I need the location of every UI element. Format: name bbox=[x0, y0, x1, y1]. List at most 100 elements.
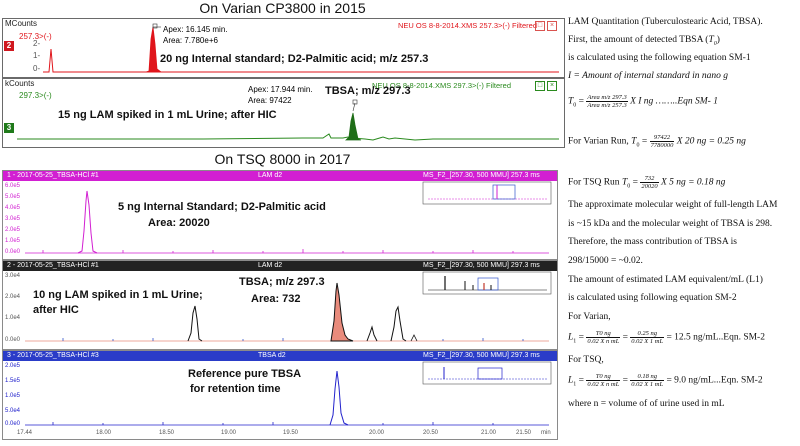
panel-header: 2 - 2017-05-25_TBSA-HCl #1 LAM d2 MS_F2_… bbox=[3, 261, 557, 271]
panel-header-right: MS_F2_[297.30, 500 MMU] 297.3 ms bbox=[423, 262, 540, 269]
apex-label: Apex: 16.145 min. bbox=[163, 25, 228, 34]
area-annotation: Area: 20020 bbox=[148, 217, 210, 229]
y-tick: 6.0e5 bbox=[5, 183, 21, 189]
y-tick: 5.0e5 bbox=[5, 194, 21, 200]
area-label: Area: 97422 bbox=[248, 96, 292, 105]
reference-annotation-line1: Reference pure TBSA bbox=[188, 368, 302, 380]
close-button[interactable]: × bbox=[547, 81, 557, 91]
equation-l1-tsq: L1 = T0 ng 0.02 X n mL = 0.18 ng 0.02 X 1 … bbox=[568, 373, 763, 388]
panel-header-mid: LAM d2 bbox=[258, 172, 283, 179]
text-line: where n = volume of of urine used in mL bbox=[568, 399, 725, 409]
equation-sm1: T0 = Area m/z 297.3 Area m/z 257.3 X I ng… bbox=[568, 94, 718, 109]
y-tick: 0- bbox=[33, 64, 41, 73]
varian-chromatogram-257: MCounts 2 2- 1- 0- 257.3>(-) NEU OS 8-8-… bbox=[2, 18, 565, 78]
panel-header-title: 3 - 2017-05-25_TBSA-HCl #3 bbox=[7, 352, 99, 359]
equation-l1-varian: L1 = T0 ng 0.02 X n mL = 0.25 ng 0.02 X 1 … bbox=[568, 330, 765, 345]
text-line: For TSQ, bbox=[568, 355, 604, 365]
text-heading: LAM Quantitation (Tuberculostearic Acid,… bbox=[568, 17, 763, 27]
fraction: 732 20020 bbox=[640, 175, 659, 190]
text-line: is ~15 kDa and the molecular weight of T… bbox=[568, 219, 773, 229]
chromatogram-trace bbox=[43, 23, 559, 73]
x-tick: 17.44 bbox=[17, 430, 33, 436]
x-tick: 21.50 bbox=[516, 430, 532, 436]
varian-unit-label: MCounts bbox=[5, 19, 38, 28]
channel-badge[interactable]: 3 bbox=[4, 123, 14, 133]
fraction: Area m/z 297.3 Area m/z 257.3 bbox=[586, 94, 628, 109]
panel-header-mid: TBSA d2 bbox=[258, 352, 286, 359]
chromatogram-trace bbox=[17, 99, 559, 141]
close-button[interactable]: × bbox=[547, 21, 557, 31]
tsq-chromatogram-tbsa-sample: 2 - 2017-05-25_TBSA-HCl #1 LAM d2 MS_F2_… bbox=[2, 260, 558, 350]
tsq-section-title: On TSQ 8000 in 2017 bbox=[214, 151, 351, 167]
trace-label: 257.3>(-) bbox=[19, 32, 52, 41]
x-tick: 18.50 bbox=[159, 430, 175, 436]
y-tick: 1.0e4 bbox=[5, 315, 21, 321]
sample-annotation-line1: 10 ng LAM spiked in 1 mL Urine; bbox=[33, 289, 203, 301]
fraction: T0 ng 0.02 X n mL bbox=[586, 330, 621, 345]
y-tick: 1.0e5 bbox=[5, 393, 21, 399]
panel-header-right: MS_F2_[297.30, 500 MMU] 297.3 ms bbox=[423, 352, 540, 359]
panel-header-title: 2 - 2017-05-25_TBSA-HCl #1 bbox=[7, 262, 99, 269]
peak-annotation: 5 ng Internal Standard; D2-Palmitic acid bbox=[118, 201, 326, 213]
expand-button[interactable]: □ bbox=[535, 81, 545, 91]
y-tick: 3.0e4 bbox=[5, 273, 21, 279]
equation-tsq: For TSQ Run T0 = 732 20020 X 5 ng = 0.18 … bbox=[568, 175, 726, 190]
x-tick: 20.50 bbox=[423, 430, 439, 436]
y-tick: 2.0e5 bbox=[5, 227, 21, 233]
channel-badge[interactable]: 2 bbox=[4, 41, 14, 51]
fraction: T0 ng 0.02 X n mL bbox=[586, 373, 621, 388]
sample-annotation-line2: after HIC bbox=[33, 304, 79, 316]
equation-varian: For Varian Run, T0 = 97422 7780000 X 20 n… bbox=[568, 134, 746, 149]
panel-header-right: MS_F2_[257.30, 500 MMU] 257.3 ms bbox=[423, 172, 540, 179]
trace-label: 297.3>(-) bbox=[19, 91, 52, 100]
area-annotation: Area: 732 bbox=[251, 293, 301, 305]
y-tick: 4.0e5 bbox=[5, 205, 21, 211]
text-line: I = Amount of internal standard in nano … bbox=[568, 71, 728, 81]
x-tick: 19.50 bbox=[283, 430, 299, 436]
y-tick: 1.5e5 bbox=[5, 378, 21, 384]
panel-header-title: 1 - 2017-05-25_TBSA-HCl #1 bbox=[7, 172, 99, 179]
chromatogram-trace bbox=[25, 361, 552, 426]
file-label: NEU OS 8-8-2014.XMS 297.3>(-) Filtered bbox=[372, 81, 512, 90]
x-unit: min bbox=[541, 430, 551, 436]
x-tick: 21.00 bbox=[481, 430, 497, 436]
text-line: Therefore, the mass contribution of TBSA… bbox=[568, 237, 737, 247]
peak-annotation: 20 ng Internal standard; D2-Palmitic aci… bbox=[160, 53, 429, 65]
text-line: is calculated using the following equati… bbox=[568, 53, 751, 63]
x-tick: 18.00 bbox=[96, 430, 112, 436]
varian-chromatogram-297: kCounts 3 297.3>(-) NEU OS 8-8-2014.XMS … bbox=[2, 78, 565, 148]
tsq-chromatogram-internal-standard: 1 - 2017-05-25_TBSA-HCl #1 LAM d2 MS_F2_… bbox=[2, 170, 558, 260]
panel-header: 1 - 2017-05-25_TBSA-HCl #1 LAM d2 MS_F2_… bbox=[3, 171, 557, 181]
y-tick: 2- bbox=[33, 39, 41, 48]
panel-header: 3 - 2017-05-25_TBSA-HCl #3 TBSA d2 MS_F2… bbox=[3, 351, 557, 361]
peak-label: TBSA; m/z 297.3 bbox=[325, 85, 411, 97]
y-tick: 1- bbox=[33, 51, 41, 60]
text-line: For Varian, bbox=[568, 312, 611, 322]
y-tick: 0.0e0 bbox=[5, 421, 21, 427]
text-line: The amount of estimated LAM equivalent/m… bbox=[568, 275, 763, 285]
fraction: 0.18 ng 0.02 X 1 mL bbox=[630, 373, 665, 388]
y-tick: 0.0e0 bbox=[5, 249, 21, 255]
panel-header-mid: LAM d2 bbox=[258, 262, 283, 269]
y-tick: 1.0e5 bbox=[5, 238, 21, 244]
text-line: First, the amount of detected TBSA (T0) bbox=[568, 35, 720, 47]
text-line: 298/15000 = ~0.02. bbox=[568, 256, 643, 266]
reference-annotation-line2: for retention time bbox=[190, 383, 281, 395]
fraction: 97422 7780000 bbox=[649, 134, 675, 149]
file-label: NEU OS 8-8-2014.XMS 257.3>(-) Filtered bbox=[398, 21, 538, 30]
varian-section-title: On Varian CP3800 in 2015 bbox=[199, 0, 366, 16]
tsq-chromatogram-reference-tbsa: 3 - 2017-05-25_TBSA-HCl #3 TBSA d2 MS_F2… bbox=[2, 350, 558, 440]
chromatogram-trace bbox=[25, 271, 552, 342]
fraction: 0.25 ng 0.02 X 1 mL bbox=[630, 330, 665, 345]
text-line: The approximate molecular weight of full… bbox=[568, 200, 778, 210]
y-tick: 3.0e5 bbox=[5, 216, 21, 222]
y-tick: 2.0e4 bbox=[5, 294, 21, 300]
varian-unit-label: kCounts bbox=[5, 79, 35, 88]
x-tick: 20.00 bbox=[369, 430, 385, 436]
apex-label: Apex: 17.944 min. bbox=[248, 85, 313, 94]
expand-button[interactable]: □ bbox=[535, 21, 545, 31]
y-tick: 5.0e4 bbox=[5, 408, 21, 414]
y-tick: 2.0e5 bbox=[5, 363, 21, 369]
text-line: is calculated using following equation S… bbox=[568, 293, 737, 303]
area-label: Area: 7.780e+6 bbox=[163, 36, 218, 45]
